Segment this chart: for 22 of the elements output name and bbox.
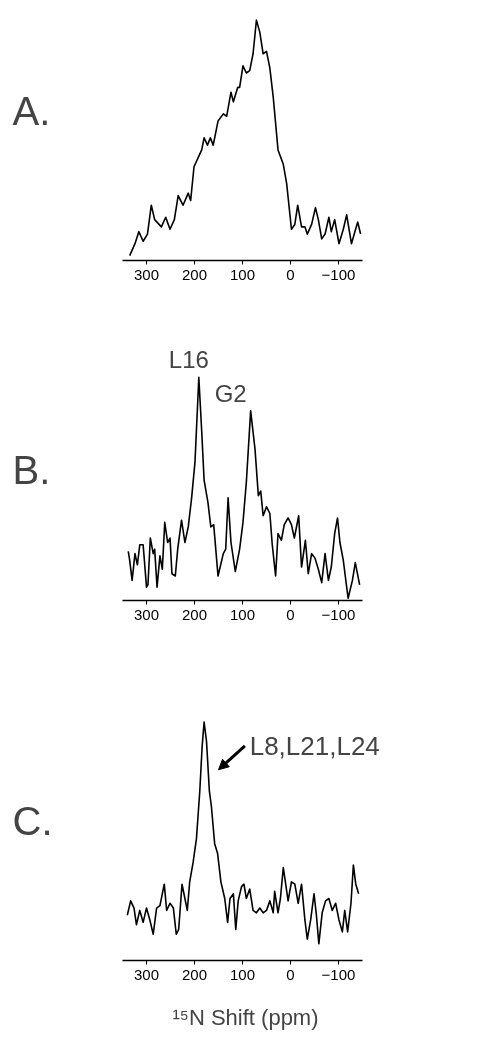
- x-axis-title: ¹⁵N Shift (ppm): [172, 1004, 319, 1030]
- x-tick-label: −100: [321, 605, 356, 623]
- x-tick-label: 200: [181, 605, 208, 623]
- text: C.: [12, 799, 53, 843]
- text: B.: [12, 448, 51, 492]
- x-tick-label: −100: [321, 965, 356, 983]
- x-tick-label: 0: [286, 265, 295, 283]
- x-tick-label: 300: [133, 965, 160, 983]
- x-tick-label: 100: [229, 265, 256, 283]
- x-tick-label: 300: [133, 605, 160, 623]
- x-tick-label: −100: [321, 265, 356, 283]
- annotation: L8,L21,L24: [249, 730, 380, 761]
- text: A.: [12, 88, 51, 133]
- annotation: L16: [168, 346, 209, 374]
- annotation: G2: [214, 379, 247, 407]
- x-tick-label: 0: [286, 605, 295, 623]
- x-tick-label: 100: [229, 605, 256, 623]
- x-tick-label: 100: [229, 965, 256, 983]
- x-tick-label: 200: [181, 965, 208, 983]
- x-tick-label: 0: [286, 965, 295, 983]
- x-tick-label: 200: [181, 265, 208, 283]
- x-tick-label: 300: [133, 265, 160, 283]
